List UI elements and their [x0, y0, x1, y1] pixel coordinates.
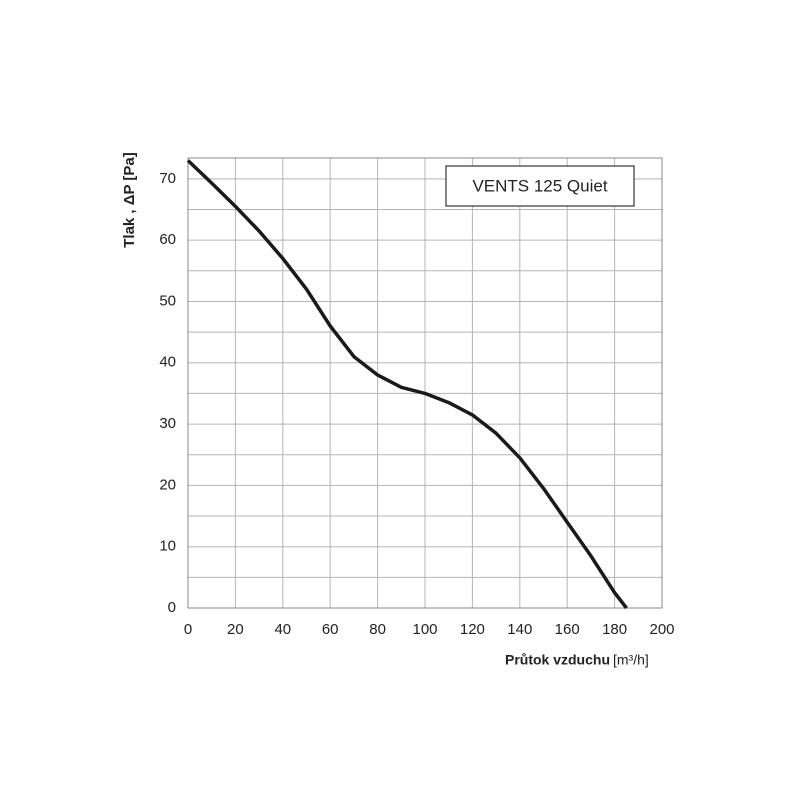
x-axis-unit: [m³/h] — [613, 652, 649, 668]
x-tick-label: 120 — [460, 621, 485, 638]
x-tick-label: 40 — [274, 621, 291, 638]
y-tick-label: 0 — [168, 599, 176, 616]
x-tick-label: 60 — [322, 621, 339, 638]
y-tick-label: 30 — [159, 415, 176, 432]
y-axis-label: Tlak , ΔP [Pa] — [121, 152, 138, 248]
x-tick-label: 0 — [184, 621, 192, 638]
x-tick-label: 80 — [369, 621, 386, 638]
x-tick-label: 20 — [227, 621, 244, 638]
y-tick-label: 70 — [159, 170, 176, 187]
x-axis-label: Průtok vzduchu — [505, 652, 610, 668]
y-tick-label: 10 — [159, 538, 176, 555]
y-tick-label: 40 — [159, 354, 176, 371]
x-tick-label: 100 — [412, 621, 437, 638]
x-tick-label: 180 — [602, 621, 627, 638]
legend-box — [445, 165, 635, 207]
y-tick-label: 20 — [159, 476, 176, 493]
plot-frame — [187, 157, 663, 609]
legend-label: VENTS 125 Quiet — [472, 176, 607, 195]
x-tick-label: 140 — [507, 621, 532, 638]
x-tick-label: 200 — [649, 621, 674, 638]
curve — [186, 159, 628, 610]
y-tick-label: 50 — [159, 292, 176, 309]
y-tick-label: 60 — [159, 231, 176, 248]
x-tick-label: 160 — [555, 621, 580, 638]
